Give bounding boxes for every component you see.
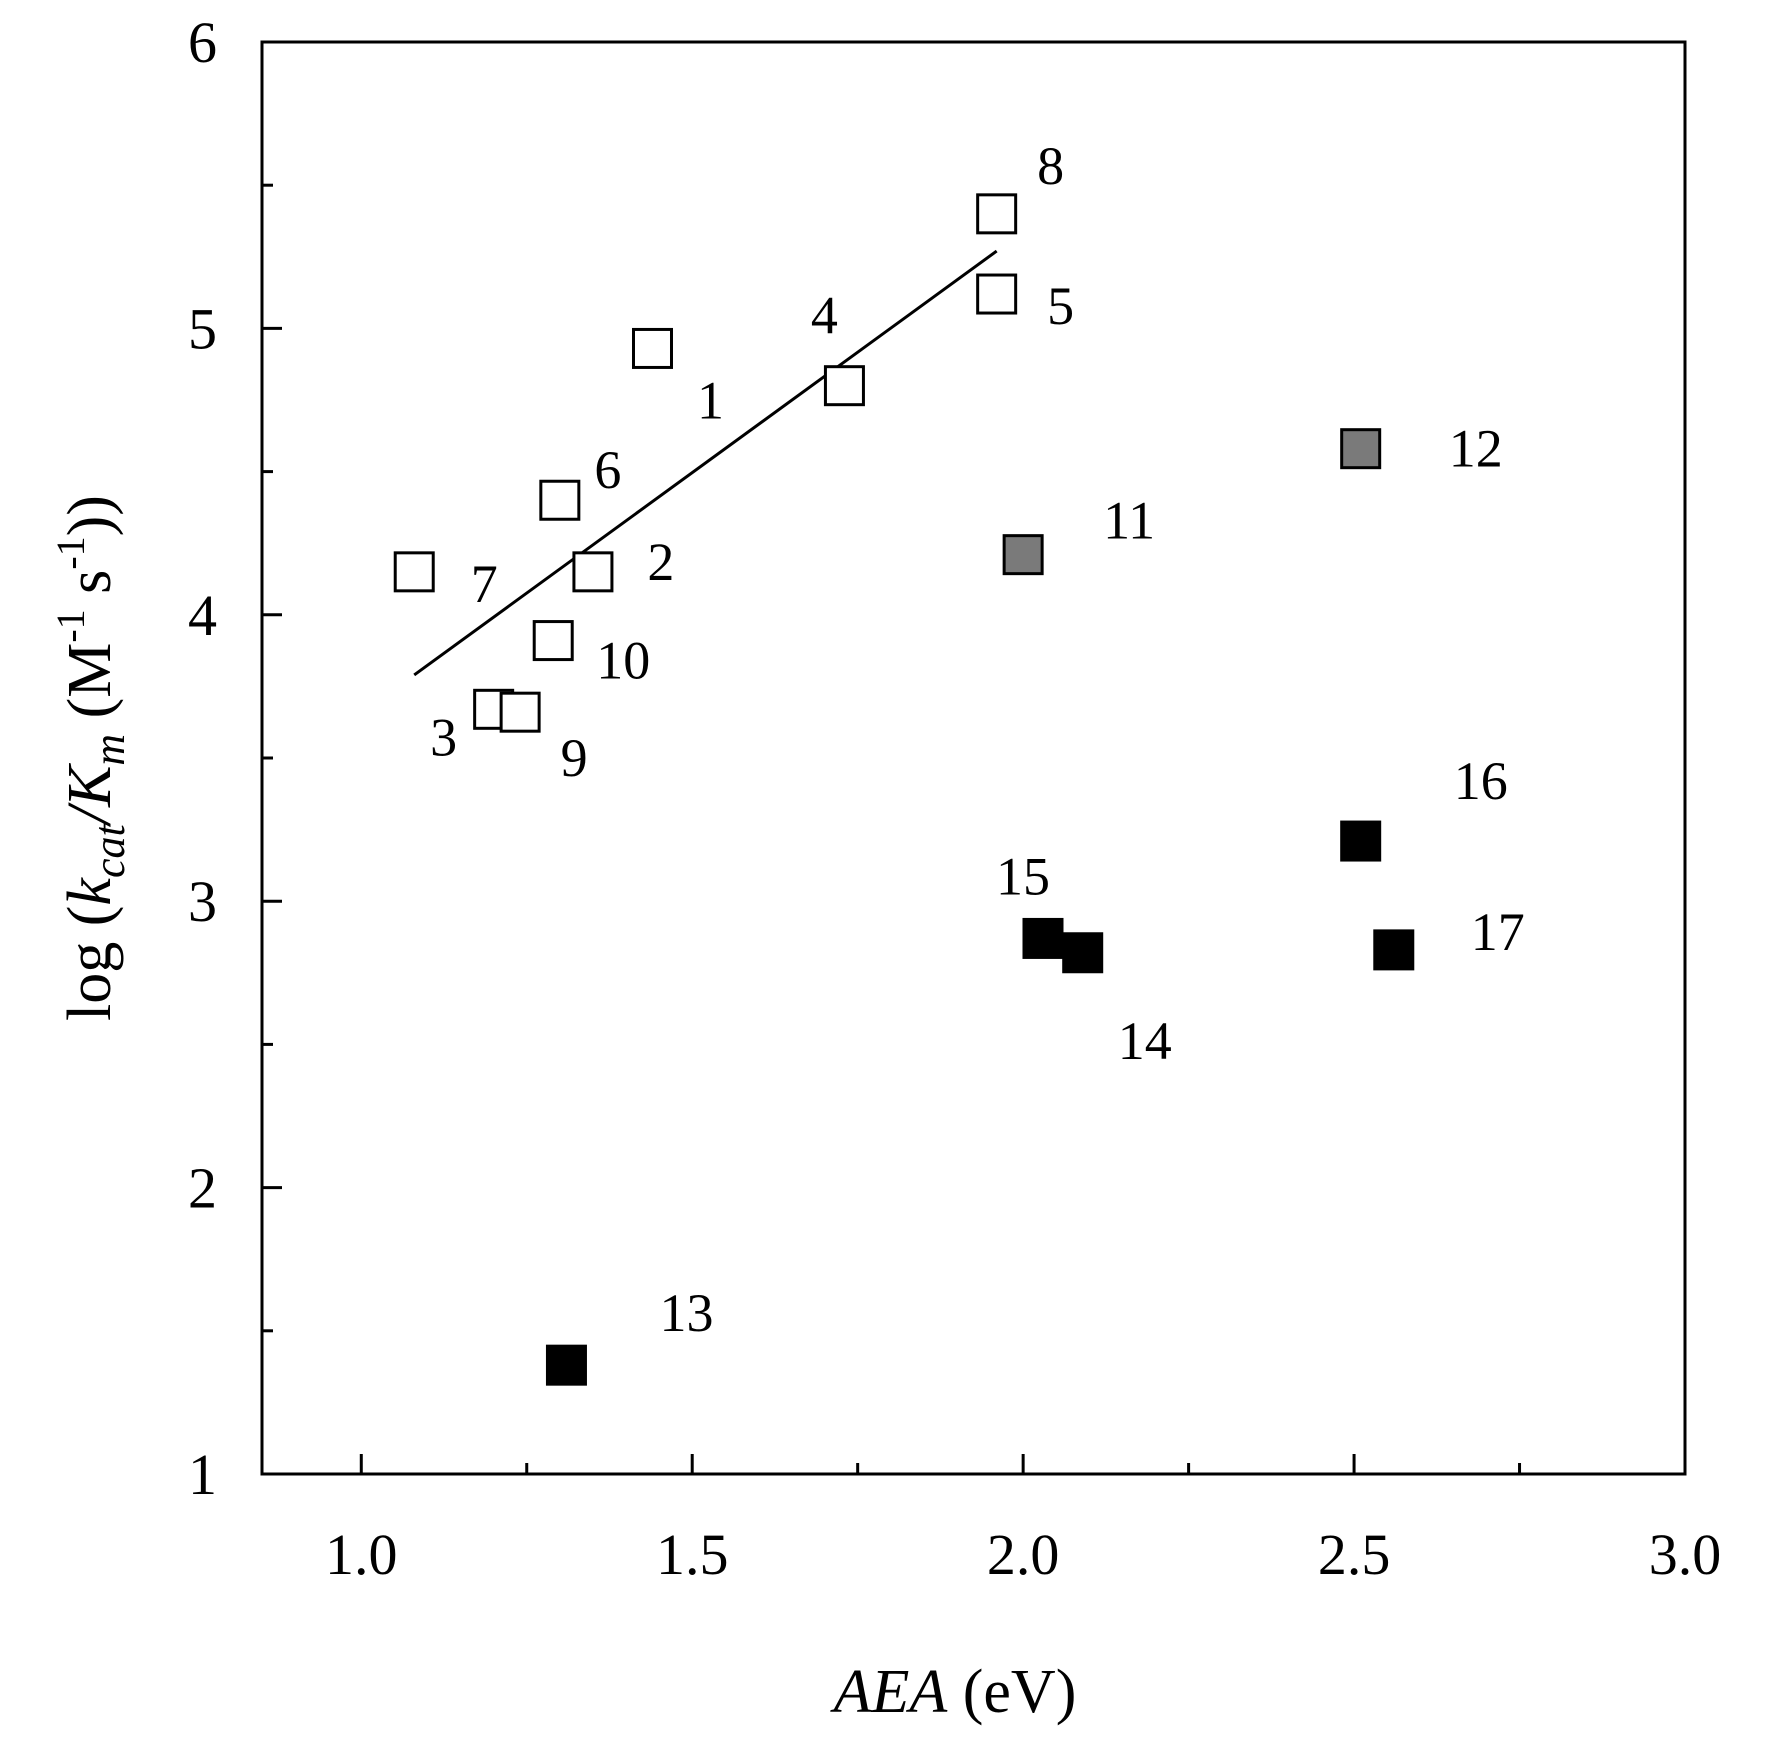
data-point-open (539, 479, 581, 521)
x-tick-label: 1.5 (656, 1522, 729, 1587)
point-label: 13 (659, 1283, 713, 1343)
data-point-open (532, 620, 574, 662)
y-tick-label: 2 (188, 1156, 217, 1221)
data-point-open (631, 327, 673, 369)
point-label: 17 (1471, 902, 1525, 962)
data-point-filled (1373, 929, 1415, 971)
point-label: 4 (811, 286, 838, 346)
x-tick-label: 3.0 (1649, 1522, 1722, 1587)
data-point-open (976, 273, 1018, 315)
data-point-filled (1340, 820, 1382, 862)
data-point-filled (1062, 932, 1104, 974)
x-axis-title: AEA (eV) (830, 1658, 1077, 1726)
point-label: 12 (1449, 419, 1503, 479)
point-label: 11 (1103, 491, 1155, 551)
point-label: 8 (1037, 136, 1064, 196)
data-point-open (823, 365, 865, 407)
data-point-open (976, 193, 1018, 235)
x-tick-label: 1.0 (325, 1522, 398, 1587)
point-label: 15 (996, 846, 1050, 906)
data-point-open (393, 551, 435, 593)
point-label: 16 (1454, 751, 1508, 811)
data-points (393, 193, 1415, 1386)
point-label: 3 (430, 707, 457, 767)
x-tick-label: 2.5 (1318, 1522, 1391, 1587)
fit-line-group (413, 249, 998, 677)
fit-line (413, 249, 998, 677)
point-label: 7 (471, 554, 498, 614)
data-point-open (499, 691, 541, 733)
y-tick-label: 6 (188, 10, 217, 75)
point-label: 10 (596, 631, 650, 691)
y-tick-label: 3 (188, 869, 217, 934)
data-point-filled (545, 1344, 587, 1386)
point-label: 5 (1047, 276, 1074, 336)
y-tick-label: 5 (188, 296, 217, 361)
data-point-filled (1022, 917, 1064, 959)
data-point-gray (1002, 534, 1044, 576)
y-axis-title: log (kcat/Km (M-1 s-1)) (48, 495, 134, 1021)
x-tick-label: 2.0 (987, 1522, 1060, 1587)
point-label: 9 (561, 728, 588, 788)
point-label: 14 (1118, 1011, 1172, 1071)
point-label: 1 (697, 370, 724, 430)
data-point-gray (1340, 428, 1382, 470)
y-tick-label: 1 (188, 1442, 217, 1507)
y-tick-label: 4 (188, 583, 217, 648)
data-point-open (572, 551, 614, 593)
point-label: 6 (594, 440, 621, 500)
point-label: 2 (647, 532, 674, 592)
